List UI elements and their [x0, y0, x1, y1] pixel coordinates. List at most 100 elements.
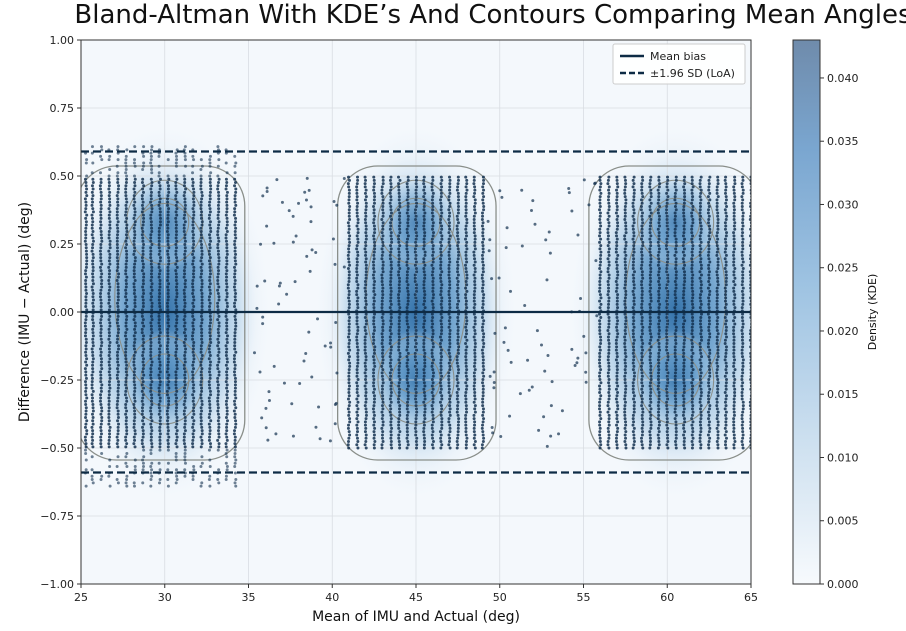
point: [233, 239, 237, 243]
point: [398, 410, 402, 414]
point: [607, 296, 611, 300]
point: [682, 204, 686, 208]
point: [234, 350, 238, 354]
point: [123, 393, 127, 397]
point: [192, 200, 196, 204]
point: [166, 461, 170, 465]
point: [606, 283, 610, 287]
point: [666, 439, 670, 443]
point: [183, 181, 187, 185]
point: [99, 422, 103, 426]
point: [99, 216, 103, 220]
point: [224, 161, 228, 165]
point: [615, 198, 619, 202]
point: [175, 347, 179, 351]
point: [347, 410, 351, 414]
point: [363, 325, 367, 329]
point: [272, 364, 276, 368]
point: [464, 420, 468, 424]
point: [364, 322, 368, 326]
point: [707, 306, 711, 310]
point: [90, 380, 94, 384]
point: [523, 303, 527, 307]
point: [423, 276, 427, 280]
point: [150, 318, 154, 322]
point: [422, 257, 426, 261]
point: [472, 436, 476, 440]
point: [166, 429, 170, 433]
point: [348, 204, 352, 208]
point: [200, 409, 204, 413]
point: [99, 305, 103, 309]
point: [141, 419, 145, 423]
point: [447, 237, 451, 241]
point: [708, 175, 712, 179]
point: [615, 325, 619, 329]
point: [381, 240, 385, 244]
point: [364, 417, 368, 421]
point: [623, 266, 627, 270]
point: [141, 187, 145, 191]
point: [741, 231, 745, 235]
point: [724, 387, 728, 391]
point: [166, 376, 170, 380]
point: [448, 247, 452, 251]
point: [389, 283, 393, 287]
point: [191, 282, 195, 286]
point: [266, 438, 270, 442]
point: [232, 354, 236, 358]
point: [414, 283, 418, 287]
point: [457, 345, 461, 349]
point: [142, 292, 146, 296]
point: [90, 347, 94, 351]
point: [649, 175, 653, 179]
point: [431, 315, 435, 319]
point: [200, 308, 204, 312]
point: [405, 185, 409, 189]
point: [107, 363, 111, 367]
point: [115, 239, 119, 243]
point: [116, 229, 120, 233]
point: [99, 370, 103, 374]
point: [191, 220, 195, 224]
point: [217, 370, 221, 374]
point: [724, 377, 728, 381]
point: [84, 370, 88, 374]
point: [356, 218, 360, 222]
point: [182, 298, 186, 302]
point: [107, 419, 111, 423]
point: [208, 305, 212, 309]
point: [183, 239, 187, 243]
point: [732, 433, 736, 437]
point: [673, 289, 677, 293]
point: [733, 221, 737, 225]
point: [615, 371, 619, 375]
point: [623, 175, 627, 179]
point: [107, 181, 111, 185]
point: [665, 204, 669, 208]
point: [224, 177, 228, 181]
point: [133, 295, 137, 299]
point: [124, 220, 128, 224]
point: [598, 231, 602, 235]
point: [598, 221, 602, 225]
point: [683, 446, 687, 450]
point: [683, 195, 687, 199]
point: [91, 422, 95, 426]
point: [233, 331, 237, 335]
point: [405, 315, 409, 319]
point: [183, 393, 187, 397]
point: [439, 345, 443, 349]
point: [116, 187, 120, 191]
point: [614, 231, 618, 235]
point: [125, 177, 129, 181]
point: [108, 203, 112, 207]
point: [356, 355, 360, 359]
point: [234, 484, 238, 488]
point: [355, 384, 359, 388]
point: [91, 282, 95, 286]
point: [624, 332, 628, 336]
point: [199, 363, 203, 367]
point: [142, 272, 146, 276]
point: [174, 210, 178, 214]
